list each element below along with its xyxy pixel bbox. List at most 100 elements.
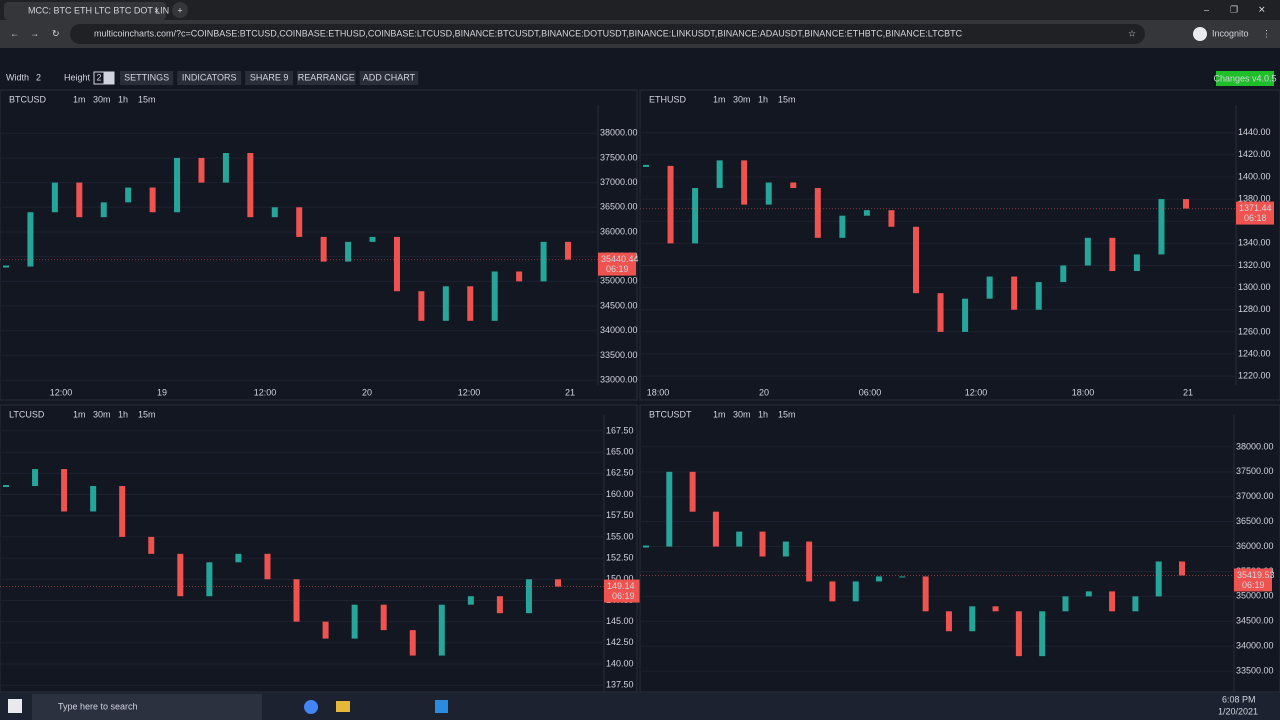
toolbar-button[interactable] (120, 71, 174, 85)
candle (174, 157, 181, 213)
interval[interactable]: 1h (118, 409, 128, 419)
interval[interactable]: 1m (713, 94, 726, 104)
chart-panel (0, 404, 638, 693)
candle (1085, 591, 1092, 597)
price-tick-label: 160.00 (606, 489, 634, 499)
price-tick-label: 165.00 (606, 446, 634, 456)
candle (852, 581, 859, 602)
interval[interactable]: 1m (713, 409, 726, 419)
width-value[interactable]: 2 (36, 72, 41, 82)
symbol[interactable]: BTCUSDT (649, 409, 692, 419)
candle (945, 611, 952, 632)
candle (986, 276, 993, 299)
button-label: SETTINGS (124, 72, 169, 82)
candle (790, 182, 797, 189)
candle (61, 469, 68, 512)
forward[interactable]: → (30, 28, 39, 38)
price-tick-label: 36500.00 (1236, 516, 1274, 526)
price-tick-label: 33500.00 (1236, 665, 1274, 675)
tab[interactable] (4, 2, 166, 20)
height-box[interactable] (103, 71, 115, 85)
interval[interactable]: 1h (118, 94, 128, 104)
explorer-icon[interactable] (336, 701, 350, 712)
candle (913, 226, 919, 294)
candle (839, 215, 846, 238)
last-price: 35419.53 (1237, 570, 1275, 580)
symbol[interactable]: LTCUSD (9, 409, 45, 419)
candle (863, 210, 870, 216)
search-box[interactable] (32, 694, 262, 720)
toolbar-button[interactable] (359, 71, 419, 85)
chrome-icon[interactable] (304, 700, 318, 714)
interval[interactable]: 30m (733, 409, 751, 419)
profile[interactable]: Incognito (1212, 28, 1249, 38)
omnibox[interactable] (70, 24, 1145, 44)
time-label: 12:00 (254, 387, 277, 397)
candle (100, 202, 107, 218)
price-tick-label: 140.00 (606, 658, 634, 668)
version-badge[interactable] (1216, 71, 1274, 86)
price-tick-label: 157.50 (606, 510, 634, 520)
version: Changes v4.0.5 (1213, 73, 1276, 83)
price-tick-label: 34500.00 (1236, 616, 1274, 626)
candle (177, 553, 184, 597)
candle (418, 291, 425, 321)
chart-panel (0, 89, 638, 401)
interval[interactable]: 30m (733, 94, 751, 104)
price-tick-label: 34500.00 (600, 300, 638, 310)
candle (1133, 254, 1140, 272)
candle (814, 188, 821, 238)
interval[interactable]: 1h (758, 94, 768, 104)
bookmark[interactable]: ☆ (1128, 28, 1136, 38)
reload[interactable]: ↻ (52, 28, 60, 38)
interval[interactable]: 1h (758, 409, 768, 419)
candle (712, 511, 719, 547)
minimize[interactable]: – (1204, 4, 1209, 14)
interval[interactable]: 30m (93, 409, 111, 419)
price-tick-label: 1440.00 (1238, 127, 1271, 137)
price-tick-label: 155.00 (606, 531, 634, 541)
candle (1062, 596, 1069, 612)
time-label: 19 (157, 387, 167, 397)
candle (264, 553, 271, 580)
time-label: 20 (362, 387, 372, 397)
symbol[interactable]: ETHUSD (649, 94, 687, 104)
candle (759, 531, 766, 557)
button-label: INDICATORS (182, 72, 237, 82)
toolbar-button[interactable] (245, 71, 293, 85)
maximize[interactable]: ❐ (1230, 4, 1238, 14)
candle (516, 271, 523, 282)
candle (320, 236, 327, 262)
new-tab-icon: + (177, 5, 182, 15)
price-tag (1234, 568, 1272, 592)
candle (888, 210, 895, 227)
time-label: 12:00 (458, 387, 481, 397)
interval[interactable]: 15m (138, 94, 156, 104)
back[interactable]: ← (10, 28, 19, 38)
interval[interactable]: 1m (73, 94, 86, 104)
candle (969, 606, 976, 632)
symbol[interactable]: BTCUSD (9, 94, 47, 104)
close-window[interactable]: ✕ (1258, 4, 1266, 14)
toolbar-button[interactable] (297, 71, 356, 85)
candle (496, 596, 503, 614)
candle (1179, 561, 1185, 576)
price-tick-label: 150.00 (606, 574, 634, 584)
interval[interactable]: 15m (138, 409, 156, 419)
tab-close[interactable]: × (154, 5, 159, 15)
interval[interactable]: 30m (93, 94, 111, 104)
price-tick-label: 34000.00 (600, 325, 638, 335)
interval[interactable]: 15m (778, 94, 796, 104)
price-tag (604, 579, 642, 603)
interval[interactable]: 15m (778, 409, 796, 419)
candle (206, 562, 213, 597)
interval[interactable]: 1m (73, 409, 86, 419)
tab-strip (0, 0, 1280, 20)
toolbar-button[interactable] (177, 71, 242, 85)
start[interactable] (8, 699, 22, 713)
price-tick-label: 33000.00 (600, 374, 638, 384)
vscode-icon[interactable] (435, 700, 448, 713)
menu[interactable]: ⋮ (1262, 28, 1271, 38)
new-tab[interactable] (172, 2, 188, 18)
